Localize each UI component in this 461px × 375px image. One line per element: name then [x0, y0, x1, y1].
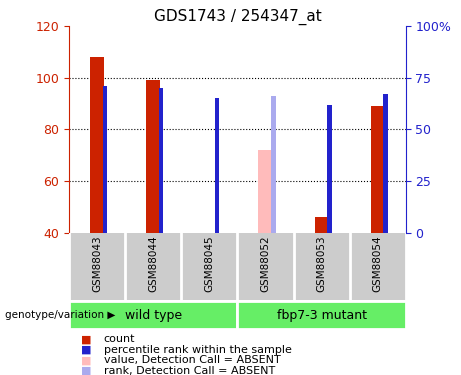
Text: GSM88052: GSM88052 [260, 236, 271, 292]
Text: fbp7-3 mutant: fbp7-3 mutant [277, 309, 366, 321]
Bar [215, 99, 219, 232]
Bar [146, 80, 160, 232]
Text: wild type: wild type [125, 309, 182, 321]
Text: percentile rank within the sample: percentile rank within the sample [104, 345, 292, 355]
Text: ■: ■ [81, 334, 91, 344]
Text: ■: ■ [81, 345, 91, 355]
Bar [314, 217, 329, 232]
Text: GSM88044: GSM88044 [148, 236, 158, 292]
FancyBboxPatch shape [69, 301, 237, 329]
Text: genotype/variation ▶: genotype/variation ▶ [5, 310, 115, 320]
Bar [271, 96, 276, 232]
Text: rank, Detection Call = ABSENT: rank, Detection Call = ABSENT [104, 366, 275, 375]
Title: GDS1743 / 254347_at: GDS1743 / 254347_at [154, 9, 321, 25]
Text: ■: ■ [81, 366, 91, 375]
Text: ■: ■ [81, 356, 91, 365]
Text: GSM88053: GSM88053 [317, 236, 326, 292]
Text: GSM88043: GSM88043 [92, 236, 102, 292]
Text: GSM88045: GSM88045 [204, 236, 214, 292]
FancyBboxPatch shape [237, 301, 406, 329]
Bar [327, 105, 331, 232]
Text: value, Detection Call = ABSENT: value, Detection Call = ABSENT [104, 356, 280, 365]
Bar [159, 88, 163, 232]
Bar [103, 86, 107, 232]
Text: count: count [104, 334, 135, 344]
Bar [259, 150, 272, 232]
Bar [90, 57, 104, 232]
Bar [383, 94, 388, 232]
Text: GSM88054: GSM88054 [372, 236, 383, 292]
Bar [371, 106, 384, 232]
